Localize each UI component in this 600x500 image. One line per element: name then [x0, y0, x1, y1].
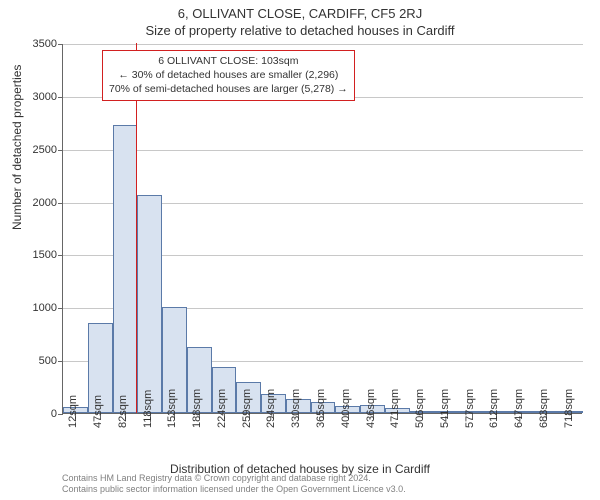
ytick-label: 1000 — [17, 302, 57, 314]
ytick-mark — [58, 203, 63, 204]
footer-line-1: Contains HM Land Registry data © Crown c… — [62, 473, 406, 485]
ytick-label: 3000 — [17, 91, 57, 103]
gridline — [63, 150, 583, 151]
ytick-mark — [58, 361, 63, 362]
ytick-label: 2000 — [17, 197, 57, 209]
property-annotation-box: 6 OLLIVANT CLOSE: 103sqm← 30% of detache… — [102, 50, 355, 101]
ytick-mark — [58, 150, 63, 151]
ytick-mark — [58, 44, 63, 45]
ytick-label: 500 — [17, 355, 57, 367]
ytick-mark — [58, 255, 63, 256]
ytick-label: 2500 — [17, 144, 57, 156]
ytick-mark — [58, 97, 63, 98]
annotation-line: 70% of semi-detached houses are larger (… — [109, 82, 348, 96]
chart-title-address: 6, OLLIVANT CLOSE, CARDIFF, CF5 2RJ — [0, 0, 600, 21]
gridline — [63, 44, 583, 45]
footer-line-2: Contains public sector information licen… — [62, 484, 406, 496]
histogram-bar — [137, 195, 162, 413]
chart-subtitle: Size of property relative to detached ho… — [0, 21, 600, 38]
annotation-line: ← 30% of detached houses are smaller (2,… — [109, 68, 348, 82]
ytick-label: 3500 — [17, 38, 57, 50]
ytick-label: 0 — [17, 408, 57, 420]
ytick-mark — [58, 308, 63, 309]
footer-attribution: Contains HM Land Registry data © Crown c… — [62, 473, 406, 496]
chart-plot-area: 050010001500200025003000350012sqm47sqm82… — [62, 44, 582, 414]
ytick-label: 1500 — [17, 249, 57, 261]
ytick-mark — [58, 414, 63, 415]
histogram-bar — [113, 125, 138, 413]
annotation-line: 6 OLLIVANT CLOSE: 103sqm — [109, 54, 348, 68]
